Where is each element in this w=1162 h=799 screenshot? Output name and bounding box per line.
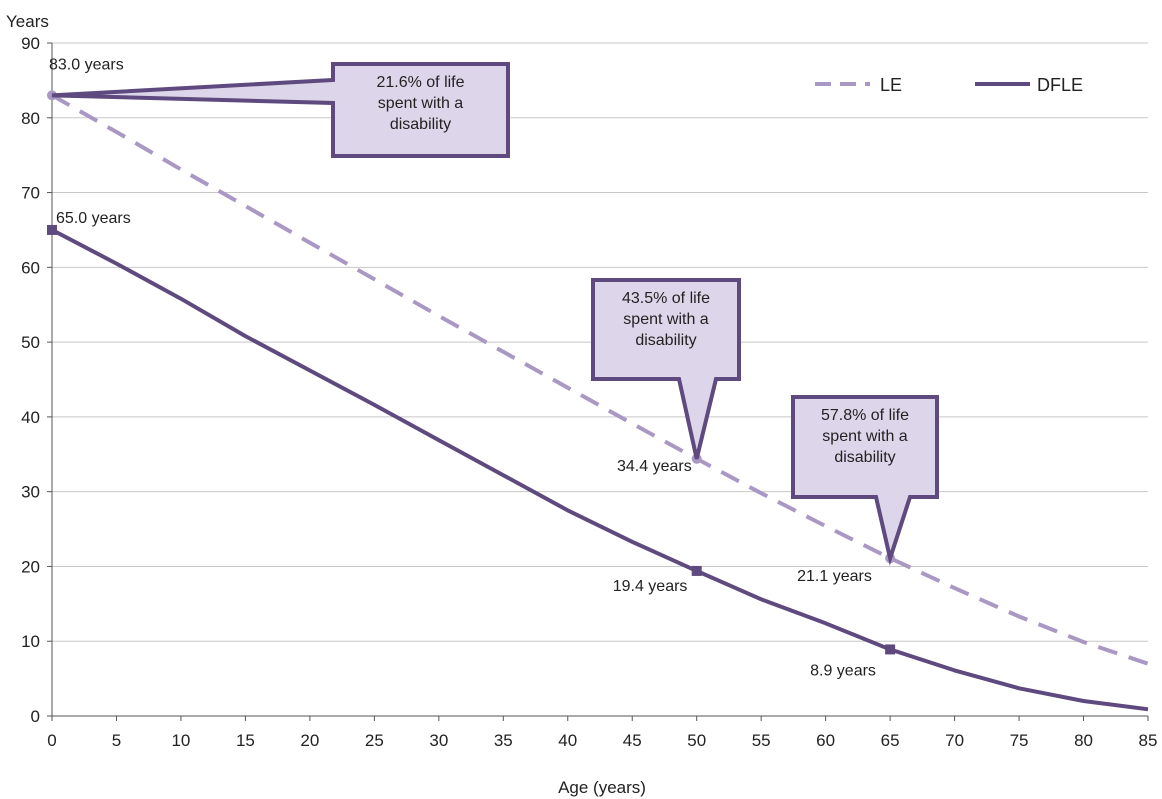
y-tick-label-20: 20	[21, 557, 40, 576]
callout-text-3-line-1: 57.8% of life	[821, 407, 909, 424]
callout-text-3-line-2: spent with a	[822, 428, 907, 445]
y-tick-label-40: 40	[21, 408, 40, 427]
x-tick-label-70: 70	[945, 731, 964, 750]
series-line-dfle	[51, 228, 1149, 712]
callout-text-2-line-3: disability	[635, 332, 696, 349]
marker-dfle-50	[691, 565, 702, 576]
callout-text-1-line-1: 21.6% of life	[376, 74, 464, 91]
x-tick-label-35: 35	[494, 731, 513, 750]
y-tick-label-50: 50	[21, 333, 40, 352]
x-tick-label-60: 60	[816, 731, 835, 750]
x-tick-label-0: 0	[47, 731, 56, 750]
data-label-le-50: 34.4 years	[617, 458, 692, 475]
x-tick-label-30: 30	[429, 731, 448, 750]
data-labels: 83.0 years 65.0 years 34.4 years 19.4 years…	[49, 56, 876, 679]
x-tick-label-65: 65	[881, 731, 900, 750]
x-tick-label-25: 25	[365, 731, 384, 750]
legend-label-dfle: DFLE	[1037, 75, 1083, 95]
x-tick-label-45: 45	[623, 731, 642, 750]
x-tick-label-40: 40	[558, 731, 577, 750]
callout-box-2	[591, 278, 741, 460]
x-tick-label-20: 20	[300, 731, 319, 750]
y-tick-label-60: 60	[21, 258, 40, 277]
y-tick-label-90: 90	[21, 34, 40, 53]
x-axis-title: Age (years)	[558, 778, 646, 797]
x-tick-label-75: 75	[1010, 731, 1029, 750]
x-tick-label-80: 80	[1074, 731, 1093, 750]
callouts: 21.6% of life spent with a disability 43.5%…	[51, 62, 939, 566]
x-tick-label-15: 15	[236, 731, 255, 750]
marker-dfle-0	[47, 224, 57, 235]
y-tick-label-0: 0	[31, 707, 40, 726]
y-tick-label-80: 80	[21, 109, 40, 128]
x-tick-label-85: 85	[1139, 731, 1158, 750]
data-label-le-65: 21.1 years	[797, 568, 872, 585]
callout-box-3	[791, 395, 939, 566]
y-tick-label-30: 30	[21, 483, 40, 502]
legend-label-le: LE	[880, 75, 902, 95]
data-label-le-0: 83.0 years	[49, 56, 124, 73]
x-tick-label-55: 55	[752, 731, 771, 750]
data-label-dfle-0: 65.0 years	[56, 210, 131, 227]
y-tick-label-10: 10	[21, 632, 40, 651]
series-line-le	[51, 93, 1149, 666]
callout-text-1-line-2: spent with a	[378, 95, 463, 112]
data-markers	[47, 90, 896, 655]
callout-text-1-line-3: disability	[390, 116, 451, 133]
x-tick-label-50: 50	[687, 731, 706, 750]
data-label-dfle-50: 19.4 years	[613, 578, 688, 595]
legend: LE DFLE	[815, 75, 1083, 95]
axes: 0 10 20 30 40 50 60 70 80 90 0 5 10 15 20 25 30 35 40 45 50 5…	[21, 34, 1157, 750]
data-label-dfle-65: 8.9 years	[810, 662, 876, 679]
callout-text-3-line-3: disability	[834, 449, 895, 466]
callout-text-2-line-2: spent with a	[623, 311, 708, 328]
y-tick-label-70: 70	[21, 184, 40, 203]
series-lines	[51, 93, 1149, 712]
x-tick-label-5: 5	[112, 731, 121, 750]
callout-box-1	[51, 62, 510, 158]
y-axis-title: Years	[6, 12, 49, 31]
x-tick-label-10: 10	[171, 731, 190, 750]
callout-text-2-line-1: 43.5% of life	[622, 290, 710, 307]
marker-dfle-65	[885, 644, 896, 655]
